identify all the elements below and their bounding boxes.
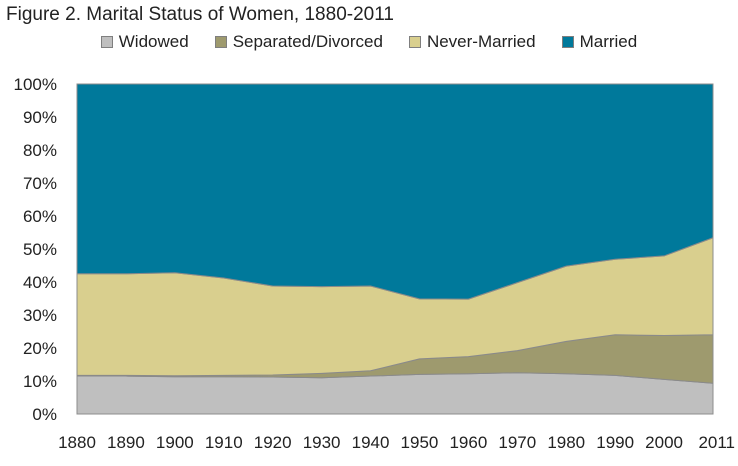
x-tick-label: 1910 [205,433,243,452]
x-tick-label: 1990 [596,433,634,452]
y-tick-label: 30% [23,306,57,325]
x-tick-label: 1980 [547,433,585,452]
legend-swatch-widowed [100,36,113,48]
y-tick-label: 100% [14,75,57,94]
y-tick-label: 10% [23,372,57,391]
legend-swatch-separated-divorced [214,36,227,48]
x-tick-label: 1930 [303,433,341,452]
x-tick-label: 1940 [352,433,390,452]
legend-label-widowed: Widowed [118,32,189,51]
y-tick-label: 20% [23,339,57,358]
legend-item-widowed: Widowed [100,32,189,52]
x-tick-label: 1950 [401,433,439,452]
x-tick-label: 2000 [645,433,683,452]
y-tick-label: 90% [23,108,57,127]
legend-label-separated-divorced: Separated/Divorced [232,32,383,51]
area-widowed [76,372,714,415]
x-tick-label: 1900 [156,433,194,452]
chart-title: Figure 2. Marital Status of Women, 1880-… [6,4,394,25]
legend-label-never-married: Never-Married [426,32,536,51]
legend-item-never-married: Never-Married [408,32,536,52]
y-tick-label: 50% [23,240,57,259]
x-tick-label: 1970 [498,433,536,452]
y-tick-label: 0% [32,405,57,424]
y-tick-label: 70% [23,174,57,193]
x-axis-ticks: 1880 1890 1900 1910 1920 1930 1940 1950 1960 1970… [58,433,735,452]
legend-swatch-never-married [408,36,421,48]
plot-frame [76,83,714,415]
x-tick-label: 1890 [107,433,145,452]
legend-swatch-married [561,36,574,48]
legend-item-married: Married [561,32,638,52]
y-tick-label: 80% [23,141,57,160]
x-tick-label: 1880 [58,433,96,452]
x-tick-label: 2011 [698,433,735,452]
y-axis-ticks: 0% 10% 20% 30% 40% 50% 60% 70% 80% 90% 100% [14,75,57,424]
area-series-group [76,83,714,415]
x-tick-label: 1960 [449,433,487,452]
x-tick-label: 1920 [254,433,292,452]
legend-label-married: Married [579,32,638,51]
legend-item-separated-divorced: Separated/Divorced [214,32,383,52]
y-tick-label: 60% [23,207,57,226]
legend: Widowed Separated/Divorced Never-Married… [0,32,738,52]
y-tick-label: 40% [23,273,57,292]
